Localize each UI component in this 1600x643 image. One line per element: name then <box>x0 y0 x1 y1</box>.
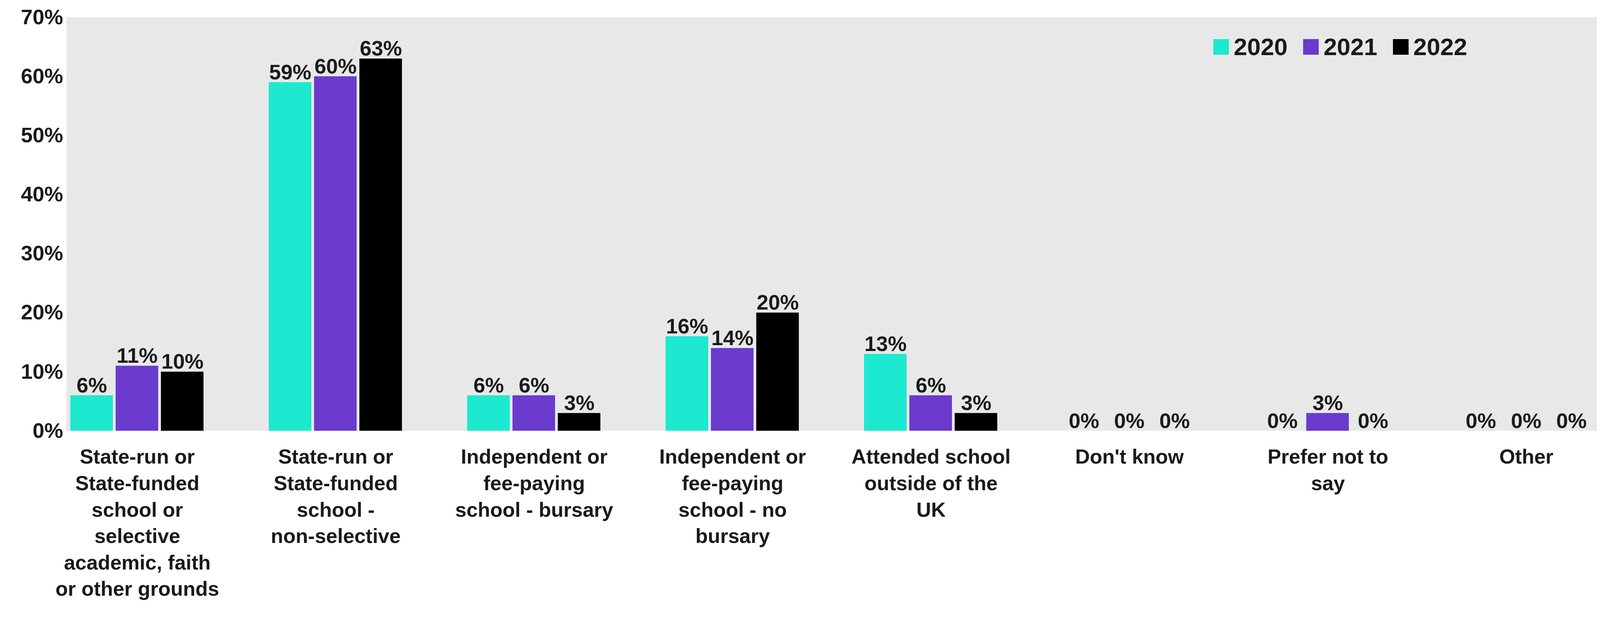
html-text:2021: 2021 <box>1323 33 1378 61</box>
svg-text:0%: 0% <box>1556 408 1587 433</box>
svg-text:10%: 10% <box>161 349 204 373</box>
svg-text:40%: 40% <box>20 182 63 206</box>
html-text:2020: 2020 <box>1233 33 1288 61</box>
svg-text:20%: 20% <box>20 300 63 324</box>
svg-text:State-run orState-fundedschool: State-run orState-fundedschool orselecti… <box>55 444 220 600</box>
svg-text:50%: 50% <box>20 123 63 147</box>
svg-text:0%: 0% <box>32 418 63 442</box>
svg-text:0%: 0% <box>1465 408 1497 433</box>
svg-text:0%: 0% <box>1159 408 1190 433</box>
svg-text:6%: 6% <box>915 373 947 397</box>
svg-text:30%: 30% <box>20 241 63 265</box>
svg-text:13%: 13% <box>864 331 907 356</box>
html-text:2022: 2022 <box>1413 33 1468 61</box>
svg-text:60%: 60% <box>314 54 357 78</box>
svg-text:0%: 0% <box>1510 408 1542 433</box>
svg-text:6%: 6% <box>518 373 550 397</box>
svg-text:3%: 3% <box>564 390 595 415</box>
svg-text:0%: 0% <box>1068 408 1100 433</box>
svg-text:14%: 14% <box>711 325 754 350</box>
svg-text:Independent orfee-payingschool: Independent orfee-payingschool - bursary <box>455 444 614 521</box>
svg-text:0%: 0% <box>1267 408 1298 433</box>
svg-text:59%: 59% <box>269 60 312 84</box>
svg-text:6%: 6% <box>473 373 504 397</box>
svg-text:10%: 10% <box>20 359 63 383</box>
svg-text:Attended schooloutside of theU: Attended schooloutside of theUK <box>851 444 1011 521</box>
svg-text:63%: 63% <box>359 36 402 60</box>
svg-text:11%: 11% <box>116 343 158 367</box>
svg-text:16%: 16% <box>666 314 709 338</box>
svg-text:20%: 20% <box>756 290 799 314</box>
svg-text:Other: Other <box>1499 444 1554 468</box>
svg-text:0%: 0% <box>1357 408 1389 433</box>
svg-text:Don't know: Don't know <box>1075 444 1184 468</box>
svg-text:Independent orfee-payingschool: Independent orfee-payingschool - nobursa… <box>659 444 807 547</box>
svg-text:Prefer not tosay: Prefer not tosay <box>1267 444 1389 495</box>
svg-text:60%: 60% <box>20 64 63 88</box>
svg-text:70%: 70% <box>20 5 63 29</box>
svg-text:6%: 6% <box>76 373 108 397</box>
svg-text:3%: 3% <box>960 390 992 415</box>
svg-text:3%: 3% <box>1312 390 1343 415</box>
svg-text:State-run orState-fundedschool: State-run orState-fundedschool -non-sele… <box>270 444 401 547</box>
svg-text:0%: 0% <box>1114 408 1145 433</box>
